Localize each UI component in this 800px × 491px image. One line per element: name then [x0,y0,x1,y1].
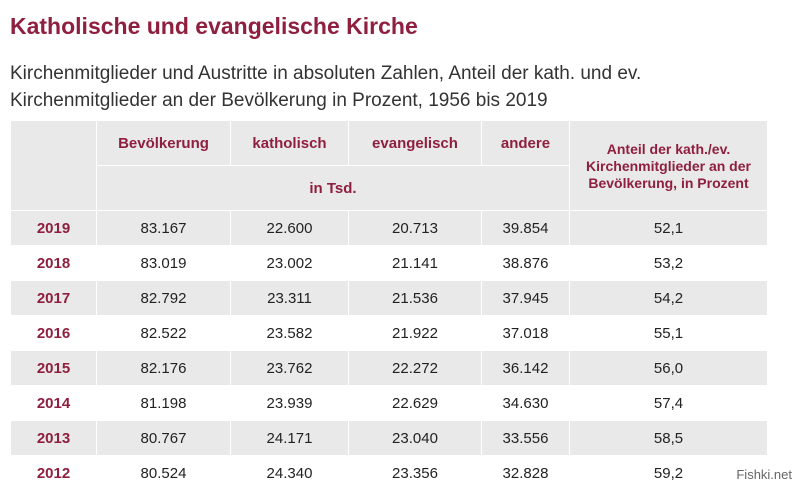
cell-anteil: 59,2 [569,455,768,491]
cell-katholisch: 23.939 [230,385,349,421]
header-unit: in Tsd. [96,165,570,211]
cell-year: 2015 [10,350,97,386]
cell-bevoelkerung: 83.167 [96,210,231,246]
cell-anteil: 54,2 [569,280,768,316]
cell-katholisch: 24.171 [230,420,349,456]
cell-andere: 34.630 [481,385,570,421]
cell-bevoelkerung: 82.176 [96,350,231,386]
cell-anteil: 52,1 [569,210,768,246]
cell-evangelisch: 23.040 [348,420,482,456]
page-title: Katholische und evangelische Kirche [10,13,418,39]
cell-andere: 39.854 [481,210,570,246]
header-andere: andere [481,120,570,166]
page-subtitle: Kirchenmitglieder und Austritte in absol… [10,63,642,111]
cell-bevoelkerung: 80.524 [96,455,231,491]
table-row: 2017 82.792 23.311 21.536 37.945 54,2 [10,280,768,316]
cell-evangelisch: 21.536 [348,280,482,316]
header-bevoelkerung: Bevölkerung [96,120,231,166]
cell-anteil: 57,4 [569,385,768,421]
table-row: 2019 83.167 22.600 20.713 39.854 52,1 [10,210,768,246]
table-row: 2016 82.522 23.582 21.922 37.018 55,1 [10,315,768,351]
header-evangelisch: evangelisch [348,120,482,166]
cell-evangelisch: 21.141 [348,245,482,281]
cell-andere: 38.876 [481,245,570,281]
cell-katholisch: 23.002 [230,245,349,281]
cell-year: 2017 [10,280,97,316]
table-row: 2014 81.198 23.939 22.629 34.630 57,4 [10,385,768,421]
cell-anteil: 56,0 [569,350,768,386]
cell-andere: 33.556 [481,420,570,456]
cell-bevoelkerung: 82.792 [96,280,231,316]
cell-evangelisch: 22.272 [348,350,482,386]
cell-bevoelkerung: 82.522 [96,315,231,351]
cell-andere: 37.945 [481,280,570,316]
cell-katholisch: 22.600 [230,210,349,246]
cell-evangelisch: 22.629 [348,385,482,421]
church-members-table: Bevölkerung katholisch evangelisch ander… [10,120,768,491]
cell-bevoelkerung: 83.019 [96,245,231,281]
cell-bevoelkerung: 81.198 [96,385,231,421]
watermark: Fishki.net [736,467,792,482]
table-unit-row: in Tsd. [11,165,768,211]
cell-year: 2018 [10,245,97,281]
cell-andere: 32.828 [481,455,570,491]
cell-year: 2013 [10,420,97,456]
cell-katholisch: 23.311 [230,280,349,316]
cell-katholisch: 24.340 [230,455,349,491]
cell-andere: 37.018 [481,315,570,351]
table-row: 2015 82.176 23.762 22.272 36.142 56,0 [10,350,768,386]
cell-anteil: 55,1 [569,315,768,351]
cell-evangelisch: 21.922 [348,315,482,351]
cell-year: 2012 [10,455,97,491]
cell-evangelisch: 23.356 [348,455,482,491]
table-row: 2012 80.524 24.340 23.356 32.828 59,2 [10,455,768,491]
cell-anteil: 53,2 [569,245,768,281]
cell-anteil: 58,5 [569,420,768,456]
cell-year: 2019 [10,210,97,246]
cell-katholisch: 23.582 [230,315,349,351]
cell-evangelisch: 20.713 [348,210,482,246]
cell-year: 2016 [10,315,97,351]
table-body: 2019 83.167 22.600 20.713 39.854 52,1 2018 83.0… [10,210,768,491]
table-row: 2018 83.019 23.002 21.141 38.876 53,2 [10,245,768,281]
table-header-row: Bevölkerung katholisch evangelisch ander… [10,120,768,211]
cell-bevoelkerung: 80.767 [96,420,231,456]
cell-andere: 36.142 [481,350,570,386]
cell-year: 2014 [10,385,97,421]
table-row: 2013 80.767 24.171 23.040 33.556 58,5 [10,420,768,456]
year-header [10,120,97,211]
header-katholisch: katholisch [230,120,349,166]
header-anteil: Anteil der kath./ev. Kirchenmitglieder a… [569,120,768,211]
cell-katholisch: 23.762 [230,350,349,386]
